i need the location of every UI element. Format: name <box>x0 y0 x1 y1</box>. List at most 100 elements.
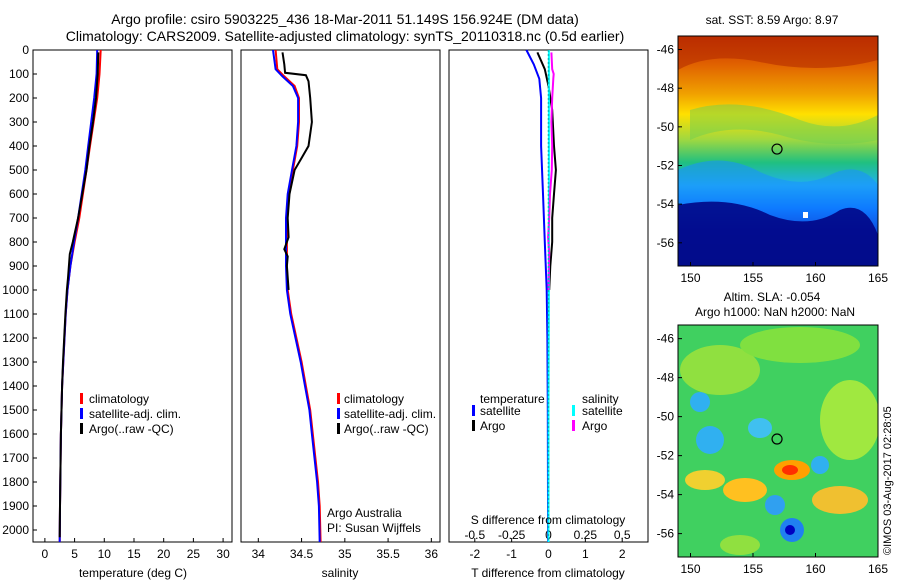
sst-map-panel: sat. SST: 8.59 Argo: 8.97 150 155 160 165 -4… <box>657 13 889 285</box>
x2-tick-label: 0.25 <box>574 528 598 542</box>
y-tick-label: 1700 <box>2 451 29 465</box>
legend-label-climatology: climatology <box>344 392 404 406</box>
salinity-series-group <box>272 49 322 543</box>
sla-patch <box>680 345 760 395</box>
x-tick-label: -1 <box>506 547 517 561</box>
legend-swatch-climatology <box>337 393 340 404</box>
sla-map-title-line1: Altim. SLA: -0.054 <box>724 290 821 304</box>
longitude-tick-label: 160 <box>805 562 825 576</box>
legend-label-temperature-satellite: satellite <box>480 404 521 418</box>
longitude-tick-label: 155 <box>743 271 763 285</box>
series-line-satellite-adj-clim- <box>272 49 321 543</box>
difference-legend: temperature satellite Argo salinity sate… <box>472 392 623 433</box>
temperature-x-axis: 0 5 10 15 20 25 30 <box>42 538 230 561</box>
salinity-axes-frame <box>240 49 441 543</box>
depth-axis: 0 100 200 300 400 500 600 700 800 900 1000 1100 1200… <box>2 43 37 537</box>
x-tick-label: 0 <box>42 547 49 561</box>
legend-label-satellite: satellite-adj. clim. <box>344 407 436 421</box>
x-tick-label: 34.5 <box>290 547 314 561</box>
latitude-tick-label: -46 <box>657 332 675 346</box>
s-difference-xlabel: S difference from climatology <box>471 513 626 527</box>
legend-swatch-argo <box>80 423 83 434</box>
legend-swatch-climatology <box>80 393 83 404</box>
x-tick-label: 25 <box>187 547 201 561</box>
difference-series-group <box>525 49 557 543</box>
legend-label-climatology: climatology <box>89 392 149 406</box>
sst-map-title: sat. SST: 8.59 Argo: 8.97 <box>706 13 839 27</box>
argo-float-position-marker <box>771 143 783 155</box>
legend-title-temperature: temperature <box>480 392 545 406</box>
longitude-tick-label: 155 <box>743 562 763 576</box>
latitude-tick-label: -48 <box>657 371 675 385</box>
y-tick-label: 1500 <box>2 403 29 417</box>
argo-float-position-marker <box>771 433 783 445</box>
y-tick-label: 1600 <box>2 427 29 441</box>
series-line-satellite-adj-clim- <box>58 49 99 543</box>
legend-swatch-temperature-argo <box>472 420 475 431</box>
sla-patch <box>785 525 795 535</box>
sla-patch <box>723 478 767 502</box>
y-tick-label: 800 <box>9 235 29 249</box>
y-tick-label: 200 <box>9 91 29 105</box>
legend-swatch-salinity-satellite <box>572 405 575 416</box>
latitude-tick-label: -52 <box>657 158 675 172</box>
y-tick-label: 2000 <box>2 523 29 537</box>
sla-patch <box>765 495 785 515</box>
copyright-credit: ©IMOS 03-Aug-2017 02:28:05 <box>882 406 894 555</box>
temperature-panel: 0100200300400500600700800900100011001200… <box>2 43 233 580</box>
y-tick-label: 1100 <box>3 307 29 321</box>
y-tick-label: 1800 <box>2 475 29 489</box>
legend-swatch-argo <box>337 423 340 434</box>
figure-title-line1: Argo profile: csiro 5903225_436 18-Mar-2… <box>111 11 578 27</box>
longitude-tick-label: 150 <box>680 271 700 285</box>
y-tick-label: 100 <box>9 67 29 81</box>
latitude-tick-label: -50 <box>657 410 675 424</box>
x-tick-label: 10 <box>98 547 112 561</box>
salinity-panel: 34 34.5 35 35.5 36 salinity climatology sate… <box>240 49 441 580</box>
x-tick-label: -2 <box>469 547 480 561</box>
legend-label-salinity-satellite: satellite <box>582 404 623 418</box>
sst-map-frame <box>677 35 879 267</box>
series-line-argo-raw-qc- <box>58 52 100 538</box>
sla-patch <box>782 465 798 475</box>
sla-field <box>678 325 878 557</box>
latitude-tick-label: -46 <box>657 43 675 57</box>
x-tick-label: 5 <box>71 547 78 561</box>
legend-swatch-satellite <box>337 408 340 419</box>
y-tick-label: 1900 <box>2 499 29 513</box>
t-difference-xlabel: T difference from climatology <box>471 566 625 580</box>
sst-missing-data <box>803 212 808 218</box>
legend-swatch-satellite <box>80 408 83 419</box>
y-tick-label: 900 <box>9 259 29 273</box>
legend-label-salinity-argo: Argo <box>582 419 608 433</box>
latitude-tick-label: -56 <box>657 527 675 541</box>
y-tick-label: 500 <box>9 163 29 177</box>
legend-title-salinity: salinity <box>582 392 619 406</box>
sla-map-panel: Altim. SLA: -0.054 Argo h1000: NaN h2000… <box>657 290 889 576</box>
sla-map-frame <box>677 324 879 558</box>
x-tick-label: 35.5 <box>376 547 400 561</box>
longitude-tick-label: 150 <box>680 562 700 576</box>
sla-patch <box>811 456 829 474</box>
legend-swatch-temperature-satellite <box>472 405 475 416</box>
series-line-temperature-argo <box>536 51 557 291</box>
salinity-x-axis: 34 34.5 35 35.5 36 <box>252 538 439 561</box>
sla-patch <box>812 486 868 514</box>
y-tick-label: 1300 <box>2 355 29 369</box>
longitude-tick-label: 160 <box>805 271 825 285</box>
sst-cold-patch <box>678 201 878 266</box>
sla-patch <box>720 535 760 555</box>
sla-patch <box>690 392 710 412</box>
salinity-legend: climatology satellite-adj. clim. Argo(..… <box>337 392 436 436</box>
sla-patch <box>685 470 725 490</box>
institution-annotation: Argo Australia <box>327 506 402 520</box>
legend-label-satellite: satellite-adj. clim. <box>89 407 181 421</box>
temperature-xlabel: temperature (deg C) <box>79 566 187 580</box>
sla-patch <box>740 327 860 363</box>
x-tick-label: 2 <box>619 547 626 561</box>
temperature-series-group <box>58 49 102 543</box>
y-tick-label: 1200 <box>2 331 29 345</box>
sla-patch <box>820 380 878 460</box>
x-tick-label: 36 <box>425 547 439 561</box>
